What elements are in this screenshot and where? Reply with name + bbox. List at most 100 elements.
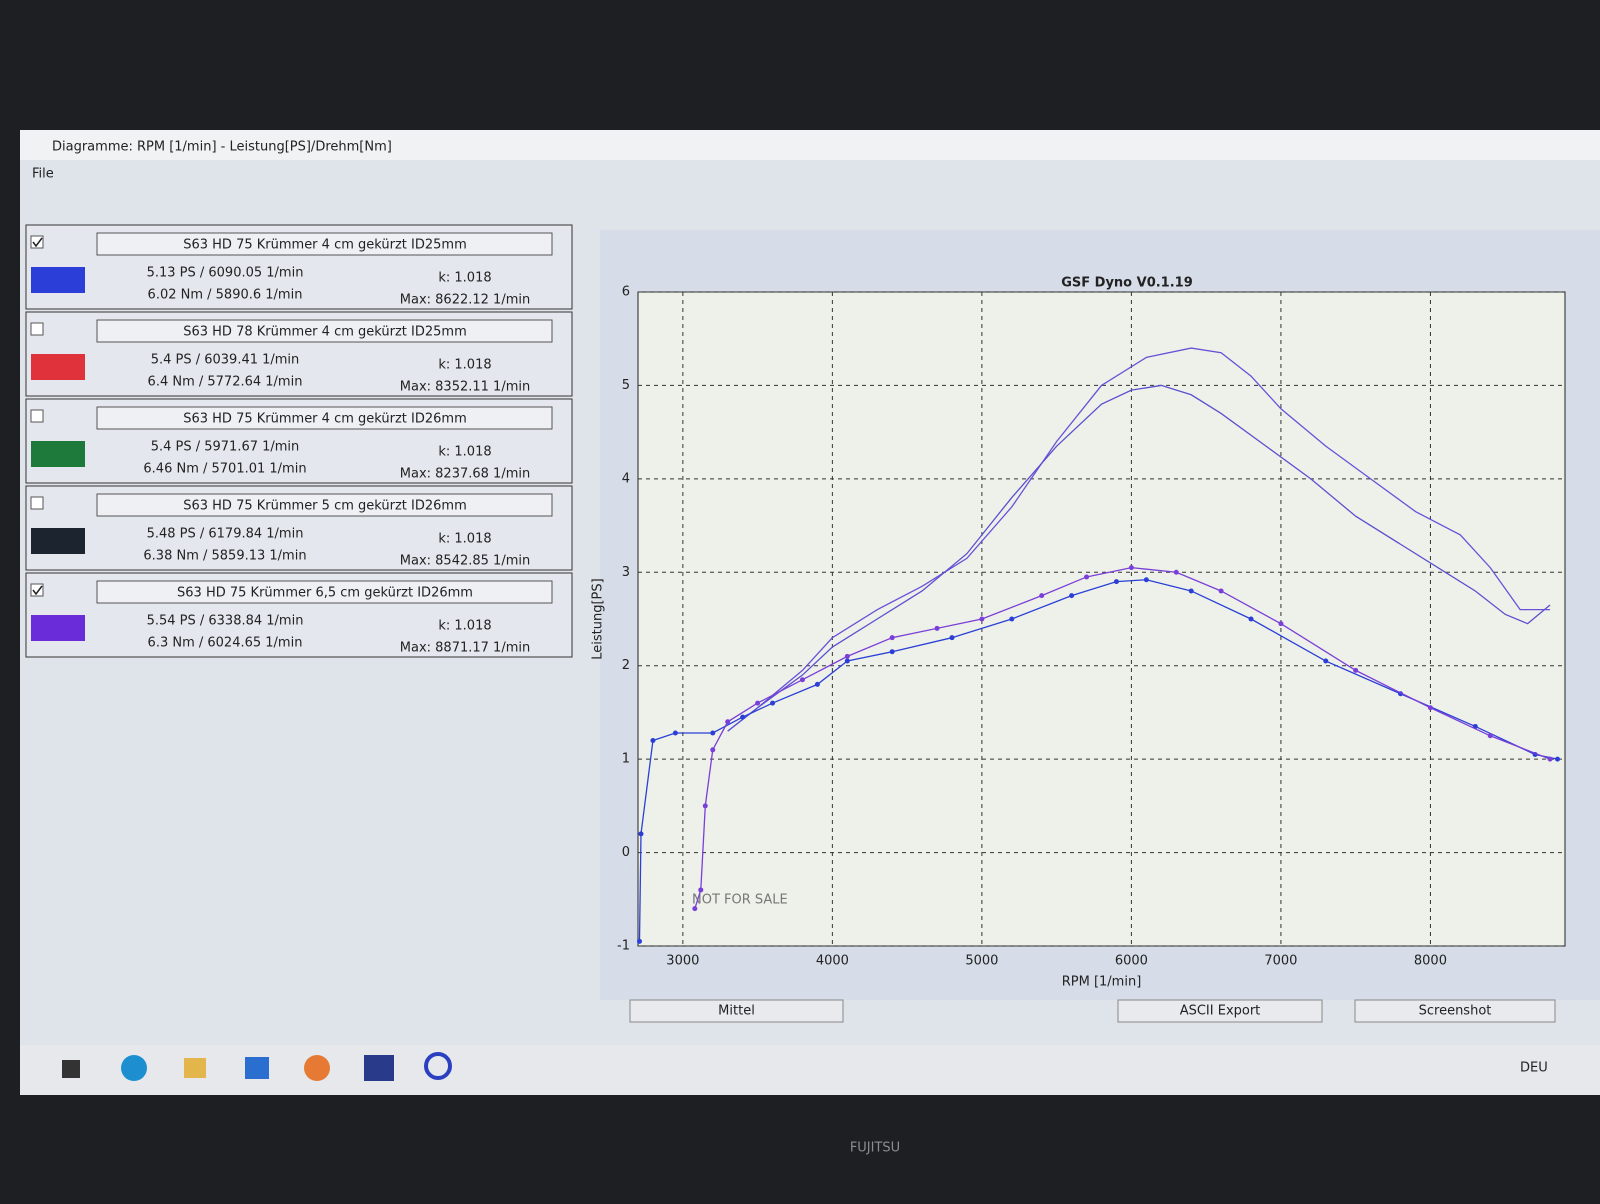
point — [1188, 588, 1194, 594]
y-tick-label: 1 — [622, 752, 630, 767]
title-bar — [20, 130, 1600, 160]
name-box — [96, 580, 553, 604]
point — [1323, 658, 1329, 664]
point — [799, 677, 805, 683]
torque: 6.38 Nm / 5859.13 1/min — [143, 549, 306, 564]
point — [1278, 621, 1284, 627]
y-tick-label: 3 — [622, 565, 630, 580]
dyno-icon[interactable] — [364, 1055, 394, 1081]
y-tick-label: 0 — [622, 845, 630, 860]
max-rpm: Max: 8871.17 1/min — [400, 641, 530, 656]
point — [844, 653, 850, 659]
color-swatch — [31, 267, 85, 293]
point — [1218, 588, 1224, 594]
color-swatch — [31, 354, 85, 380]
brand: FUJITSU — [850, 1141, 900, 1156]
name-box — [96, 319, 553, 343]
language: DEU — [1520, 1061, 1548, 1076]
headset-icon[interactable] — [424, 1052, 452, 1080]
point — [1009, 616, 1015, 622]
run-name: S63 HD 75 Krümmer 6,5 cm gekürzt ID26mm — [177, 586, 473, 601]
point — [1069, 593, 1075, 599]
max-rpm: Max: 8622.12 1/min — [400, 293, 530, 308]
point — [1547, 756, 1553, 762]
taskbar — [20, 1045, 1600, 1095]
point — [1143, 577, 1149, 583]
name-box — [96, 232, 553, 256]
button[interactable] — [629, 999, 844, 1023]
y-tick-label: 6 — [622, 285, 630, 300]
checkmark — [32, 237, 43, 248]
x-tick-label: 3000 — [666, 954, 699, 969]
checkbox[interactable] — [30, 583, 44, 597]
point — [889, 649, 895, 655]
run-name: S63 HD 75 Krümmer 4 cm gekürzt ID25mm — [183, 238, 467, 253]
button-label: ASCII Export — [1180, 1004, 1261, 1019]
torque: 6.4 Nm / 5772.64 1/min — [148, 375, 303, 390]
curve — [727, 347, 1551, 732]
x-tick-label: 4000 — [816, 954, 849, 969]
point — [1248, 616, 1254, 622]
k-factor: k: 1.018 — [438, 619, 491, 634]
curve — [727, 384, 1551, 732]
torque: 6.02 Nm / 5890.6 1/min — [148, 288, 303, 303]
point — [650, 737, 656, 743]
window-title: Diagramme: RPM [1/min] - Leistung[PS]/Dr… — [52, 140, 392, 155]
power: 5.4 PS / 6039.41 1/min — [151, 353, 300, 368]
max-rpm: Max: 8237.68 1/min — [400, 467, 530, 482]
name-box — [96, 493, 553, 517]
point — [814, 681, 820, 687]
point — [672, 730, 678, 736]
x-tick-label: 6000 — [1115, 954, 1148, 969]
point — [770, 700, 776, 706]
y-tick-label: -1 — [617, 939, 630, 954]
point — [725, 719, 731, 725]
watermark: NOT FOR SALE — [692, 893, 788, 908]
checkbox[interactable] — [30, 322, 44, 336]
k-factor: k: 1.018 — [438, 271, 491, 286]
point — [710, 747, 716, 753]
x-tick-label: 5000 — [965, 954, 998, 969]
point — [934, 625, 940, 631]
max-rpm: Max: 8542.85 1/min — [400, 554, 530, 569]
point — [710, 730, 716, 736]
power: 5.48 PS / 6179.84 1/min — [147, 527, 304, 542]
checkmark — [32, 585, 43, 596]
checkbox[interactable] — [30, 409, 44, 423]
button[interactable] — [1117, 999, 1323, 1023]
color-swatch — [31, 528, 85, 554]
run-name: S63 HD 75 Krümmer 4 cm gekürzt ID26mm — [183, 412, 467, 427]
start-icon[interactable] — [62, 1060, 80, 1078]
y-tick-label: 2 — [622, 658, 630, 673]
button-label: Screenshot — [1419, 1004, 1492, 1019]
point — [702, 803, 708, 809]
store-icon[interactable] — [245, 1057, 269, 1079]
point — [1173, 569, 1179, 575]
checkbox[interactable] — [30, 496, 44, 510]
color-swatch — [31, 441, 85, 467]
point — [638, 831, 644, 837]
point — [740, 714, 746, 720]
run-name: S63 HD 75 Krümmer 5 cm gekürzt ID26mm — [183, 499, 467, 514]
point — [1128, 565, 1134, 571]
button[interactable] — [1354, 999, 1556, 1023]
menu-file[interactable]: File — [32, 167, 54, 182]
y-axis-label: Leistung[PS] — [591, 578, 606, 659]
k-factor: k: 1.018 — [438, 445, 491, 460]
explorer-icon[interactable] — [184, 1058, 206, 1078]
point — [1353, 667, 1359, 673]
edge-icon[interactable] — [121, 1055, 147, 1081]
curve — [638, 579, 1558, 942]
point — [1113, 579, 1119, 585]
max-rpm: Max: 8352.11 1/min — [400, 380, 530, 395]
checkbox[interactable] — [30, 235, 44, 249]
torque: 6.46 Nm / 5701.01 1/min — [143, 462, 306, 477]
k-factor: k: 1.018 — [438, 532, 491, 547]
point — [1487, 733, 1493, 739]
point — [844, 658, 850, 664]
x-tick-label: 7000 — [1264, 954, 1297, 969]
firefox-icon[interactable] — [304, 1055, 330, 1081]
power: 5.54 PS / 6338.84 1/min — [147, 614, 304, 629]
k-factor: k: 1.018 — [438, 358, 491, 373]
